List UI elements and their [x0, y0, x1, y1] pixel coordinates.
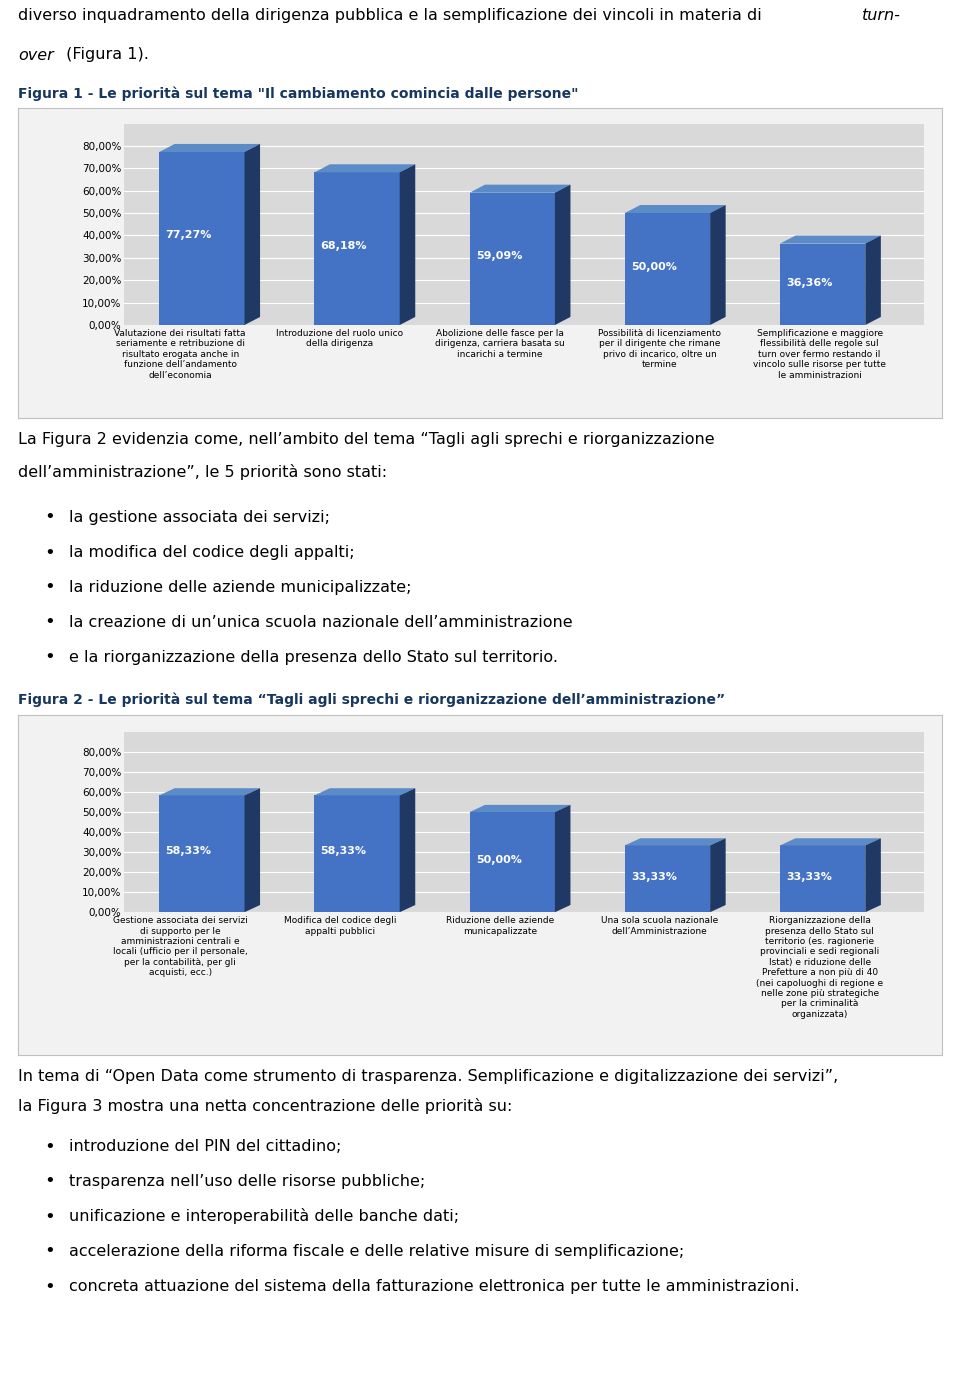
Text: concreta attuazione del sistema della fatturazione elettronica per tutte le ammi: concreta attuazione del sistema della fa… — [69, 1280, 800, 1293]
Text: la gestione associata dei servizi;: la gestione associata dei servizi; — [69, 510, 330, 526]
Text: Valutazione dei risultati fatta
seriamente e retribuzione di
risultato erogata a: Valutazione dei risultati fatta seriamen… — [114, 329, 246, 380]
Polygon shape — [245, 788, 260, 912]
Text: •: • — [44, 1138, 55, 1156]
Text: turn-: turn- — [862, 8, 900, 23]
Text: 58,33%: 58,33% — [321, 846, 367, 856]
Polygon shape — [469, 184, 570, 193]
Polygon shape — [159, 788, 260, 795]
Polygon shape — [469, 805, 570, 812]
Polygon shape — [159, 144, 260, 151]
Text: Gestione associata dei servizi
di supporto per le
amministrazioni centrali e
loc: Gestione associata dei servizi di suppor… — [112, 916, 248, 977]
Polygon shape — [314, 164, 416, 172]
Polygon shape — [710, 838, 726, 912]
Text: la modifica del codice degli appalti;: la modifica del codice degli appalti; — [69, 545, 354, 560]
Bar — [469, 193, 555, 325]
Bar — [314, 172, 399, 325]
Text: •: • — [44, 544, 55, 561]
Text: Possibilità di licenziamento
per il dirigente che rimane
privo di incarico, oltr: Possibilità di licenziamento per il diri… — [598, 329, 721, 369]
Polygon shape — [555, 184, 570, 325]
Text: e la riorganizzazione della presenza dello Stato sul territorio.: e la riorganizzazione della presenza del… — [69, 649, 558, 665]
Text: Abolizione delle fasce per la
dirigenza, carriera basata su
incarichi a termine: Abolizione delle fasce per la dirigenza,… — [435, 329, 564, 359]
Text: In tema di “Open Data come strumento di trasparenza. Semplificazione e digitaliz: In tema di “Open Data come strumento di … — [18, 1069, 838, 1084]
Polygon shape — [865, 838, 881, 912]
Text: 33,33%: 33,33% — [786, 872, 832, 882]
Text: •: • — [44, 1243, 55, 1260]
Text: la creazione di un’unica scuola nazionale dell’amministrazione: la creazione di un’unica scuola nazional… — [69, 615, 572, 630]
Text: la riduzione delle aziende municipalizzate;: la riduzione delle aziende municipalizza… — [69, 581, 411, 594]
Text: Semplificazione e maggiore
flessibilità delle regole sul
turn over fermo restand: Semplificazione e maggiore flessibilità … — [753, 329, 886, 380]
Polygon shape — [399, 164, 416, 325]
Text: 50,00%: 50,00% — [476, 854, 521, 866]
Text: la Figura 3 mostra una netta concentrazione delle priorità su:: la Figura 3 mostra una netta concentrazi… — [18, 1098, 513, 1115]
Text: 36,36%: 36,36% — [786, 278, 832, 288]
Bar — [780, 845, 865, 912]
Text: •: • — [44, 509, 55, 527]
Text: Figura 1 - Le priorità sul tema "Il cambiamento comincia dalle persone": Figura 1 - Le priorità sul tema "Il camb… — [18, 87, 579, 102]
Bar — [780, 244, 865, 325]
Polygon shape — [780, 235, 881, 244]
Polygon shape — [865, 235, 881, 325]
Text: dell’amministrazione”, le 5 priorità sono stati:: dell’amministrazione”, le 5 priorità son… — [18, 465, 387, 480]
Text: •: • — [44, 648, 55, 666]
Polygon shape — [245, 144, 260, 325]
Text: •: • — [44, 1277, 55, 1295]
Bar — [625, 213, 710, 325]
Polygon shape — [555, 805, 570, 912]
Text: La Figura 2 evidenzia come, nell’ambito del tema “Tagli agli sprechi e riorganiz: La Figura 2 evidenzia come, nell’ambito … — [18, 432, 714, 447]
Polygon shape — [625, 205, 726, 213]
Polygon shape — [399, 788, 416, 912]
Text: •: • — [44, 614, 55, 632]
Bar — [469, 812, 555, 912]
Text: Una sola scuola nazionale
dell’Amministrazione: Una sola scuola nazionale dell’Amministr… — [601, 916, 718, 936]
Polygon shape — [780, 838, 881, 845]
Text: •: • — [44, 578, 55, 597]
Text: over: over — [18, 48, 54, 62]
Bar — [159, 795, 245, 912]
Bar — [625, 845, 710, 912]
Bar — [314, 795, 399, 912]
Text: Introduzione del ruolo unico
della dirigenza: Introduzione del ruolo unico della dirig… — [276, 329, 403, 348]
Text: 59,09%: 59,09% — [476, 252, 522, 261]
Text: Riduzione delle aziende
municapalizzate: Riduzione delle aziende municapalizzate — [445, 916, 554, 936]
Text: 33,33%: 33,33% — [631, 872, 677, 882]
Text: Figura 2 - Le priorità sul tema “Tagli agli sprechi e riorganizzazione dell’ammi: Figura 2 - Le priorità sul tema “Tagli a… — [18, 692, 725, 707]
Polygon shape — [710, 205, 726, 325]
Bar — [159, 151, 245, 325]
Text: 77,27%: 77,27% — [165, 230, 212, 239]
Text: (Figura 1).: (Figura 1). — [61, 48, 150, 62]
Text: Modifica del codice degli
appalti pubblici: Modifica del codice degli appalti pubbli… — [284, 916, 396, 936]
Text: 68,18%: 68,18% — [321, 241, 367, 250]
Text: 58,33%: 58,33% — [165, 846, 211, 856]
Text: •: • — [44, 1172, 55, 1190]
Polygon shape — [625, 838, 726, 845]
Text: •: • — [44, 1208, 55, 1226]
Text: accelerazione della riforma fiscale e delle relative misure di semplificazione;: accelerazione della riforma fiscale e de… — [69, 1244, 684, 1259]
Text: trasparenza nell’uso delle risorse pubbliche;: trasparenza nell’uso delle risorse pubbl… — [69, 1174, 425, 1189]
Text: diverso inquadramento della dirigenza pubblica e la semplificazione dei vincoli : diverso inquadramento della dirigenza pu… — [18, 8, 767, 23]
Text: 50,00%: 50,00% — [631, 261, 677, 272]
Polygon shape — [314, 788, 416, 795]
Text: introduzione del PIN del cittadino;: introduzione del PIN del cittadino; — [69, 1139, 341, 1154]
Text: unificazione e interoperabilità delle banche dati;: unificazione e interoperabilità delle ba… — [69, 1208, 459, 1225]
Text: Riorganizzazione della
presenza dello Stato sul
territorio (es. ragionerie
provi: Riorganizzazione della presenza dello St… — [756, 916, 883, 1018]
